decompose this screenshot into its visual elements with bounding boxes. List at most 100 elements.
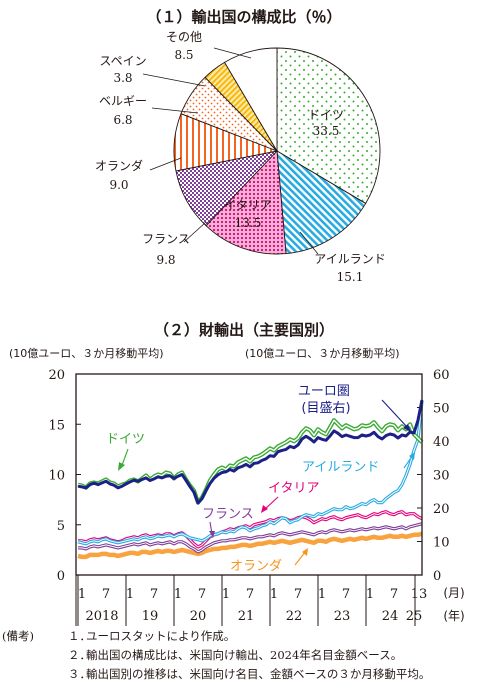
pie-slice-0 (276, 47, 381, 205)
pie-value-france: 9.8 (156, 253, 175, 267)
pie-label-spain: スペイン (99, 54, 146, 68)
pie-value-belgium: 6.8 (113, 113, 132, 127)
leader-line-netherlands (149, 157, 182, 171)
right-tick-label: 30 (433, 469, 450, 484)
note-row-1: (備考) １． ユーロスタットにより作成。 (2, 627, 489, 646)
pie-label-other: その他 (166, 30, 202, 44)
pie-value-germany: 33.5 (313, 124, 340, 138)
series-label-eurozone: ユーロ圏 (目盛右) (298, 384, 354, 416)
pie-labels: ドイツ 33.5 アイルランド 15.1 イタリア 13.5 フランス 9.8 … (95, 30, 386, 284)
series-line-ireland (77, 401, 423, 545)
pie-value-other: 8.5 (174, 48, 193, 62)
series-line-netherlands (77, 531, 423, 560)
x-month-label: 7 (294, 587, 302, 602)
pie-label-italy: イタリア (224, 198, 272, 212)
pie-slice-2 (205, 149, 287, 255)
x-axis: 1 7 1 7 1 7 1 7 1 7 1 7 1 7 13 2018 19 20 21 22 23 24 25 (月) (年) (75, 575, 465, 626)
notes: (備考) １． ユーロスタットにより作成。 ２． 輸出国の構成比は、米国向け輸出… (2, 627, 489, 684)
right-tick-label: 10 (433, 536, 450, 551)
series-line-italy (78, 511, 423, 548)
x-month-label: 1 (270, 587, 278, 602)
line-chart-title: （２）財輸出（主要国別） (154, 321, 334, 339)
arrow-germany-head (118, 462, 125, 471)
note-number: ２． (68, 648, 91, 662)
right-axis-unit: (10億ユーロ、３か月移動平均) (245, 346, 400, 360)
note-text: ユーロスタットにより作成。 (86, 629, 236, 643)
series-label-arrows (118, 399, 415, 566)
x-month-label: 1 (126, 587, 134, 602)
arrow-italy-head (261, 505, 268, 513)
x-month-label: 1 (174, 587, 182, 602)
x-year-label: 22 (286, 609, 303, 624)
arrow-france-head (209, 531, 215, 538)
notes-header: (備考) (2, 629, 34, 643)
series-label-ireland: アイルランド (302, 460, 379, 475)
left-axis-unit: (10億ユーロ、３か月移動平均) (9, 346, 164, 360)
x-unit-month: (月) (443, 586, 464, 600)
x-month-label: 1 (366, 587, 374, 602)
x-month-label: 7 (102, 587, 110, 602)
left-tick-label: 0 (57, 569, 65, 584)
leader-line-ireland (299, 231, 319, 255)
arrow-ireland-head (409, 452, 415, 460)
note-row-2: ２． 輸出国の構成比は、米国向け輸出、2024年名目金額ベース。 (2, 646, 489, 665)
x-month-label: 13 (411, 587, 428, 602)
x-year-label: 21 (238, 609, 255, 624)
note-row-3: ３． 輸出国別の推移は、米国向け名目、金額ベースの３か月移動平均。 (2, 665, 489, 684)
pie-label-germany: ドイツ (308, 108, 344, 122)
x-year-label: 24 (382, 609, 399, 624)
leader-line-france (183, 221, 207, 243)
note-text: 輸出国別の推移は、米国向け名目、金額ベースの３か月移動平均。 (86, 667, 431, 681)
pie-value-netherlands: 9.0 (109, 178, 128, 192)
left-tick-label: 20 (48, 368, 65, 383)
note-number: ３． (68, 667, 91, 681)
x-month-label: 1 (78, 587, 86, 602)
x-year-label: 25 (406, 609, 423, 624)
x-year-label: 19 (142, 609, 159, 624)
arrow-eurozone-head (403, 424, 411, 432)
x-month-label: 7 (246, 587, 254, 602)
series-line-france (78, 523, 423, 553)
note-number: １． (68, 629, 91, 643)
right-tick-label: 20 (433, 502, 450, 517)
line-chart-series (77, 399, 424, 560)
x-month-label: 1 (222, 587, 230, 602)
right-tick-label: 60 (433, 368, 450, 383)
series-label-italy: イタリア (268, 481, 319, 496)
x-year-label: 2018 (85, 609, 118, 624)
x-month-label: 1 (318, 587, 326, 602)
x-month-label: 7 (390, 587, 398, 602)
x-year-label: 23 (334, 609, 351, 624)
pie-label-france: フランス (142, 232, 190, 246)
pie-chart (173, 47, 381, 255)
x-month-label: 7 (342, 587, 350, 602)
left-tick-label: 10 (48, 469, 65, 484)
pie-value-ireland: 15.1 (337, 270, 364, 284)
arrow-netherlands-head (302, 548, 308, 556)
x-unit-year: (年) (443, 609, 464, 623)
plot-frame (75, 373, 423, 576)
left-tick-label: 15 (48, 418, 65, 433)
line-chart-axes: 0 5 10 15 20 0 10 20 30 40 50 60 (48, 368, 449, 584)
x-month-label: 7 (150, 587, 158, 602)
right-tick-label: 50 (433, 402, 450, 417)
pie-leader-lines (142, 47, 319, 255)
pie-label-ireland: アイルランド (314, 252, 385, 266)
pie-chart-title: （１）輸出国の構成比（％） (146, 8, 341, 26)
leader-line-spain (142, 73, 206, 87)
left-tick-label: 5 (57, 519, 65, 534)
leader-line-belgium (151, 107, 199, 114)
right-tick-label: 40 (433, 435, 450, 450)
right-tick-label: 0 (433, 569, 441, 584)
pie-slice-1 (276, 150, 367, 255)
pie-label-netherlands: オランダ (95, 158, 143, 173)
arrow-eurozone (381, 399, 409, 429)
x-month-label: 7 (198, 587, 206, 602)
pie-label-belgium: ベルギー (99, 94, 147, 108)
leader-line-other (213, 47, 252, 59)
series-label-france: フランス (202, 507, 254, 522)
pie-value-italy: 13.5 (235, 216, 262, 230)
series-label-germany: ドイツ (106, 432, 145, 447)
pie-slice-7 (223, 47, 278, 153)
